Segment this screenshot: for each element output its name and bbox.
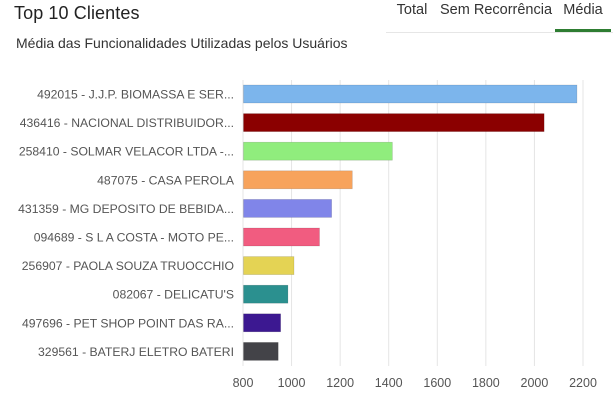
category-label: 256907 - PAOLA SOUZA TRUOCCHIO <box>22 259 234 273</box>
bar <box>243 199 332 218</box>
tab-media[interactable]: Média <box>555 0 611 32</box>
bar <box>243 284 289 304</box>
bar <box>243 256 295 275</box>
category-label: 258410 - SOLMAR VELACOR LTDA -... <box>19 145 234 159</box>
category-label: 082067 - DELICATU'S <box>113 288 234 302</box>
tab-total[interactable]: Total <box>396 2 428 18</box>
bar <box>243 170 353 190</box>
category-label: 329561 - BATERJ ELETRO BATERI <box>38 345 234 359</box>
chart-subtitle: Média das Funcionalidades Utilizadas pel… <box>16 35 348 51</box>
x-tick-label: 1400 <box>375 376 403 390</box>
bar <box>243 342 279 361</box>
x-tick-label: 1000 <box>278 376 306 390</box>
x-tick-label: 1600 <box>423 376 451 390</box>
x-tick-label: 800 <box>233 376 254 390</box>
card-title: Top 10 Clientes <box>14 3 140 23</box>
x-tick-label: 1800 <box>472 376 500 390</box>
bar <box>243 113 545 132</box>
bar <box>243 313 281 333</box>
category-label: 497696 - PET SHOP POINT DAS RA... <box>22 316 234 330</box>
category-label: 094689 - S L A COSTA - MOTO PE... <box>34 231 234 245</box>
category-label: 431359 - MG DEPOSITO DE BEBIDA... <box>18 202 234 216</box>
tab-sem-recorrencia[interactable]: Sem Recorrência <box>440 2 553 18</box>
bar <box>243 141 393 161</box>
category-label: 492015 - J.J.P. BIOMASSA E SER... <box>37 88 234 102</box>
category-label: 436416 - NACIONAL DISTRIBUIDOR... <box>20 116 234 130</box>
x-tick-label: 2200 <box>569 376 597 390</box>
x-tick-label: 1200 <box>326 376 354 390</box>
tab-bar: Total Sem Recorrência Média <box>386 0 613 33</box>
x-tick-label: 2000 <box>521 376 549 390</box>
bar <box>243 227 320 247</box>
category-label: 487075 - CASA PEROLA <box>97 173 235 187</box>
bar <box>243 84 578 104</box>
